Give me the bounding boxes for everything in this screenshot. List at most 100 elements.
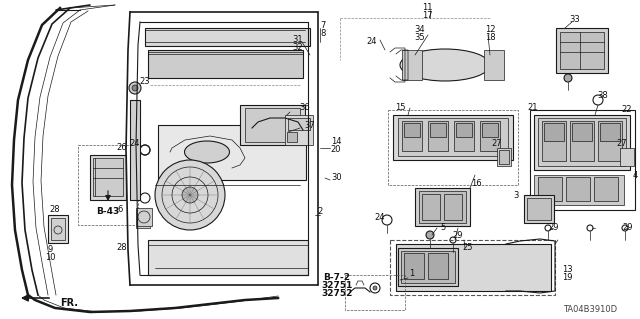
Circle shape (426, 231, 434, 239)
Bar (482, 123, 498, 137)
Bar (428, 121, 448, 151)
Bar (51, 218, 65, 240)
Text: 24: 24 (367, 38, 377, 47)
Bar (390, 240, 555, 295)
Text: 7: 7 (320, 20, 326, 29)
Text: 10: 10 (45, 254, 55, 263)
Circle shape (182, 187, 198, 203)
Bar (396, 244, 551, 291)
Text: 1: 1 (410, 269, 415, 278)
Text: 5: 5 (440, 224, 445, 233)
Bar (404, 253, 424, 279)
Bar (538, 118, 626, 166)
Bar (456, 123, 472, 137)
Text: 18: 18 (484, 33, 495, 42)
Text: 11: 11 (422, 4, 432, 12)
Bar (345, 275, 405, 310)
Bar (48, 215, 68, 243)
Text: 29: 29 (548, 224, 559, 233)
Bar (78, 145, 138, 225)
Bar (534, 115, 630, 170)
Text: 16: 16 (470, 179, 481, 188)
Bar (560, 32, 604, 69)
Text: 4: 4 (632, 170, 637, 180)
Ellipse shape (184, 141, 230, 163)
Text: 27: 27 (492, 138, 502, 147)
Bar (527, 198, 551, 220)
Bar (148, 50, 303, 78)
Text: 32: 32 (292, 43, 303, 53)
Bar (534, 175, 624, 205)
Bar (566, 177, 590, 201)
Text: 8: 8 (320, 28, 326, 38)
Text: FR.: FR. (60, 298, 78, 308)
Bar (402, 121, 422, 151)
Circle shape (373, 286, 377, 290)
Bar (497, 148, 511, 166)
Text: 36: 36 (300, 103, 310, 113)
Text: 27: 27 (617, 138, 627, 147)
Text: 28: 28 (50, 205, 60, 214)
Text: 17: 17 (422, 11, 432, 20)
Bar (398, 118, 508, 156)
Bar (544, 123, 564, 141)
Bar (130, 100, 140, 200)
Bar (90, 155, 126, 200)
Bar (428, 253, 448, 279)
Bar (430, 123, 446, 137)
Text: 32751: 32751 (321, 281, 353, 291)
Text: B-43: B-43 (97, 207, 120, 217)
Ellipse shape (400, 49, 490, 81)
Bar (388, 110, 518, 185)
Bar (136, 210, 150, 228)
Text: B-7-2: B-7-2 (323, 273, 351, 283)
Bar (524, 195, 554, 223)
Text: 31: 31 (292, 35, 303, 44)
Bar (570, 121, 594, 161)
Text: 19: 19 (562, 273, 572, 283)
Circle shape (564, 74, 572, 82)
Text: 29: 29 (452, 231, 463, 240)
Text: 13: 13 (562, 265, 572, 275)
Bar (415, 188, 470, 226)
Text: 26: 26 (116, 144, 127, 152)
Bar (145, 28, 310, 46)
Text: TA04B3910D: TA04B3910D (563, 306, 617, 315)
Text: 28: 28 (116, 243, 127, 253)
Bar (285, 115, 313, 145)
Text: 32752: 32752 (321, 290, 353, 299)
Bar (454, 121, 474, 151)
Text: 30: 30 (332, 173, 342, 182)
Text: 14: 14 (331, 137, 341, 146)
Text: 38: 38 (598, 91, 609, 100)
Bar (240, 105, 305, 145)
Text: 24: 24 (375, 213, 385, 222)
Bar (148, 240, 308, 275)
Bar (288, 118, 310, 130)
Bar (556, 28, 608, 73)
Text: 2: 2 (317, 207, 323, 217)
Bar (620, 148, 634, 166)
Bar (542, 121, 566, 161)
Bar (499, 150, 509, 164)
Bar (136, 208, 152, 226)
Text: 22: 22 (621, 106, 632, 115)
Circle shape (155, 160, 225, 230)
Text: 37: 37 (305, 121, 316, 130)
Text: 6: 6 (117, 205, 123, 214)
Text: 33: 33 (570, 16, 580, 25)
Bar (245, 108, 300, 142)
Bar (158, 125, 306, 180)
Text: 20: 20 (331, 145, 341, 154)
Bar (484, 50, 504, 80)
Bar (600, 123, 620, 141)
Text: 9: 9 (47, 246, 52, 255)
Bar (572, 123, 592, 141)
Text: 35: 35 (415, 33, 426, 42)
Bar (480, 121, 500, 151)
Bar (538, 177, 562, 201)
Text: 23: 23 (140, 78, 150, 86)
Text: 15: 15 (395, 103, 405, 113)
Bar (404, 123, 420, 137)
Text: 25: 25 (463, 243, 473, 253)
